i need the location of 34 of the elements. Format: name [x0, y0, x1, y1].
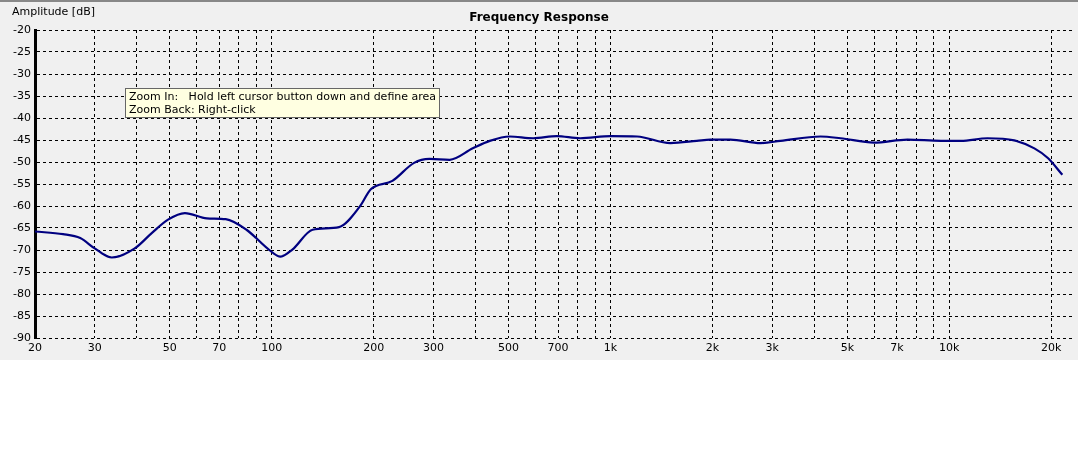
annotation: Zoom In: Hold left cursor button down and define area Zoom Back: Right-click: [125, 88, 441, 118]
y-tick-label: -25: [13, 44, 31, 58]
x-tick-label: 700: [547, 341, 569, 355]
y-tick-label: -65: [13, 220, 31, 234]
x-tick-label: 20k: [1041, 341, 1063, 355]
y-tick-label: -90: [13, 330, 31, 344]
y-tick-label: -30: [13, 66, 31, 80]
y-tick-label: -80: [13, 286, 31, 300]
y-tick-label: -40: [13, 110, 31, 124]
x-tick-label: 20: [28, 341, 42, 355]
y-tick-label: -35: [13, 88, 31, 102]
y-tick-label: -85: [13, 308, 31, 322]
x-tick-label: 70: [212, 341, 227, 355]
x-tick-label: 2k: [705, 341, 720, 355]
x-tick-label: 300: [422, 341, 444, 355]
x-tick-label: 30: [87, 341, 102, 355]
x-tick-label: 50: [162, 341, 177, 355]
x-tick-label: 10k: [939, 341, 961, 355]
y-tick-label: -60: [13, 198, 31, 212]
x-tick-label: 7k: [890, 341, 905, 355]
y-tick-label: -20: [13, 22, 31, 36]
x-tick-label: 100: [261, 341, 283, 355]
y-tick-label: -70: [13, 242, 31, 256]
y-axis-title: Amplitude [dB]: [12, 5, 95, 18]
chart-title: Frequency Response: [469, 10, 609, 24]
y-tick-label: -50: [13, 154, 31, 168]
y-tick-label: -75: [13, 264, 31, 278]
y-tick-label: -45: [13, 132, 31, 146]
y-tick-label: -55: [13, 176, 31, 190]
x-tick-label: 5k: [840, 341, 855, 355]
x-tick-label: 1k: [603, 341, 618, 355]
x-tick-label: 3k: [765, 341, 780, 355]
x-tick-label: 500: [498, 341, 520, 355]
x-tick-label: 200: [363, 341, 385, 355]
